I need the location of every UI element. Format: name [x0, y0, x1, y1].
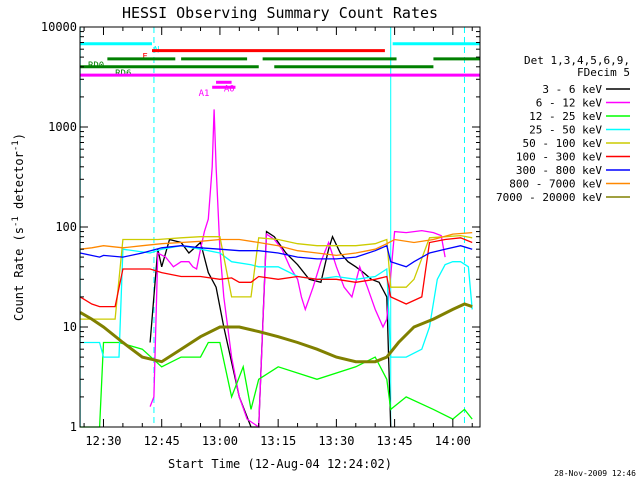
- series-line: [79, 302, 473, 364]
- x-tick-label: 12:30: [85, 434, 121, 448]
- y-axis-label-sup2: -1: [11, 140, 21, 151]
- y-tick-label: 1000: [48, 120, 77, 134]
- y-tick-label: 10000: [41, 20, 77, 34]
- y-axis-label-mid: detector: [12, 151, 26, 216]
- legend-entry-label: 6 - 12 keV: [536, 97, 603, 110]
- y-axis-label: Count Rate (s-1 detector-1): [11, 133, 26, 321]
- legend-entry-label: 300 - 800 keV: [516, 164, 602, 177]
- series-line: [80, 234, 473, 320]
- y-axis-label-main: Count Rate (s: [12, 227, 26, 321]
- series-line: [80, 231, 473, 257]
- legend-header-line: FDecim 5: [577, 66, 630, 79]
- legend-entry-label: 50 - 100 keV: [523, 137, 603, 150]
- series-line: [149, 230, 392, 428]
- chart-title: HESSI Observing Summary Count Rates: [122, 4, 438, 22]
- series-line: [79, 237, 473, 308]
- x-tick-label: 14:00: [435, 434, 471, 448]
- legend-entry-label: 7000 - 20000 keV: [496, 191, 602, 204]
- legend-entry-label: 12 - 25 keV: [529, 110, 602, 123]
- x-tick-label: 12:45: [144, 434, 180, 448]
- x-tick-label: 13:30: [318, 434, 354, 448]
- series-line: [80, 341, 473, 428]
- y-tick-label: 1: [70, 420, 77, 434]
- status-bar-label: A1: [199, 89, 210, 99]
- y-tick-label: 10: [63, 320, 77, 334]
- legend-entry-label: 25 - 50 keV: [529, 124, 602, 137]
- legend-header-line: Det 1,3,4,5,6,9,: [524, 54, 630, 67]
- status-bar-label: A0: [224, 84, 235, 94]
- legend-entry-label: 800 - 7000 keV: [509, 178, 602, 191]
- footer-timestamp: 28-Nov-2009 12:46: [554, 469, 636, 478]
- y-axis-label-end: ): [12, 133, 26, 140]
- x-tick-label: 13:00: [202, 434, 238, 448]
- x-tick-label: 13:45: [377, 434, 413, 448]
- series-line: [149, 109, 446, 429]
- legend-entry-label: 3 - 6 keV: [542, 83, 602, 96]
- legend-entry-label: 100 - 300 keV: [516, 151, 602, 164]
- y-tick-label: 100: [55, 220, 77, 234]
- x-axis-label: Start Time (12-Aug-04 12:24:02): [168, 457, 392, 471]
- y-axis-label-sup1: -1: [11, 216, 21, 227]
- x-tick-label: 13:15: [260, 434, 296, 448]
- series-line: [80, 244, 473, 268]
